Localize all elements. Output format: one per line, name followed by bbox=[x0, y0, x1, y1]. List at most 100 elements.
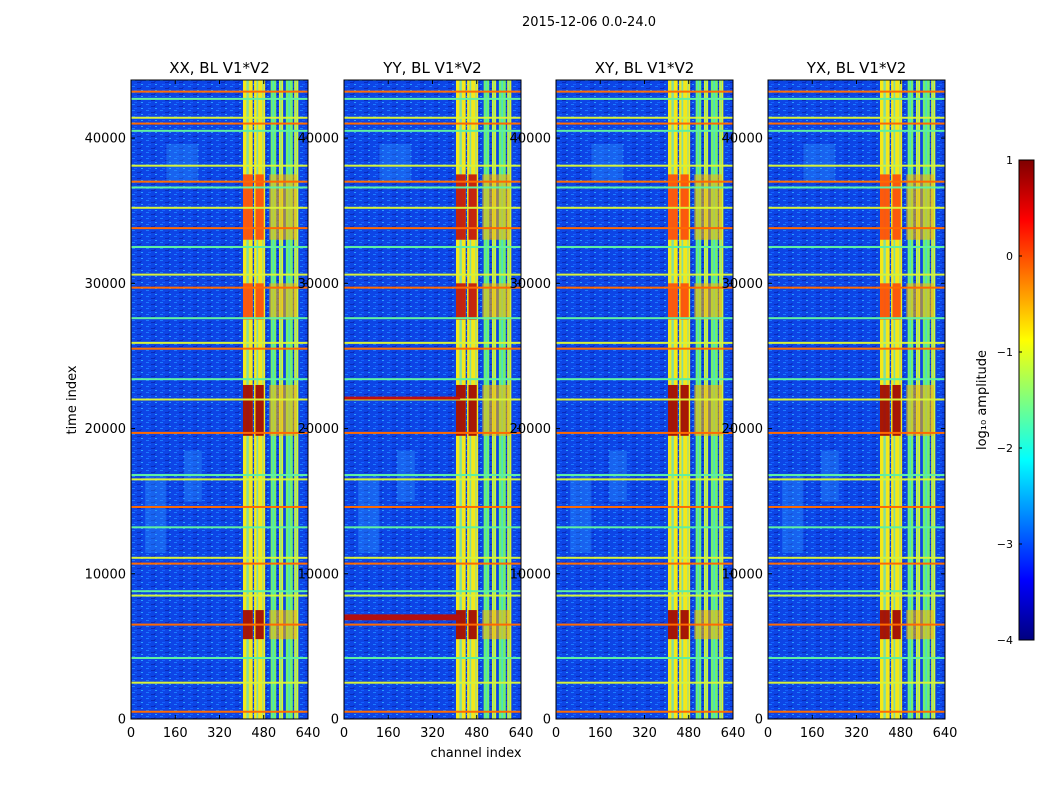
rfi-row bbox=[131, 129, 308, 132]
intensity-block bbox=[456, 384, 466, 436]
x-tick-label: 480 bbox=[888, 726, 913, 741]
rfi-row bbox=[768, 97, 945, 100]
rfi-row bbox=[556, 116, 733, 119]
heatmap-patch bbox=[821, 450, 839, 502]
rfi-row bbox=[556, 474, 733, 477]
rfi-row bbox=[556, 505, 733, 508]
y-tick-label: 10000 bbox=[298, 567, 339, 582]
rfi-row bbox=[768, 122, 945, 125]
rfi-row bbox=[131, 657, 308, 660]
intensity-block bbox=[668, 283, 678, 320]
rfi-row bbox=[556, 180, 733, 183]
rfi-row bbox=[768, 562, 945, 565]
x-tick-label: 320 bbox=[844, 726, 869, 741]
colorbar-tick-label: −2 bbox=[997, 442, 1013, 455]
rfi-row bbox=[768, 657, 945, 660]
rfi-row bbox=[344, 474, 521, 477]
rfi-row bbox=[344, 317, 521, 320]
rfi-row bbox=[131, 347, 308, 350]
rfi-row bbox=[131, 710, 308, 713]
colorbar-label: log₁₀ amplitude bbox=[975, 350, 990, 450]
rfi-row bbox=[768, 398, 945, 401]
rfi-row bbox=[768, 90, 945, 93]
rfi-row bbox=[344, 590, 521, 593]
rfi-row bbox=[768, 505, 945, 508]
rfi-row bbox=[556, 186, 733, 189]
rfi-row bbox=[131, 186, 308, 189]
figure-suptitle: 2015-12-06 0.0-24.0 bbox=[522, 15, 656, 30]
intensity-block bbox=[255, 384, 264, 436]
rfi-row bbox=[556, 206, 733, 209]
rfi-row bbox=[344, 478, 521, 481]
rfi-row bbox=[131, 505, 308, 508]
rfi-row bbox=[131, 90, 308, 93]
intensity-block bbox=[456, 283, 466, 320]
rfi-row bbox=[556, 431, 733, 434]
rfi-row bbox=[131, 478, 308, 481]
rfi-row bbox=[768, 180, 945, 183]
rfi-row bbox=[556, 590, 733, 593]
rfi-row bbox=[768, 129, 945, 132]
rfi-row bbox=[131, 378, 308, 381]
x-tick-label: 0 bbox=[764, 726, 772, 741]
y-tick-label: 20000 bbox=[298, 422, 339, 437]
rfi-row bbox=[344, 116, 521, 119]
rfi-row bbox=[344, 90, 521, 93]
y-tick-label: 0 bbox=[543, 713, 551, 728]
rfi-row bbox=[131, 286, 308, 289]
rfi-row bbox=[344, 562, 521, 565]
rfi-row bbox=[768, 227, 945, 230]
rfi-row bbox=[131, 317, 308, 320]
rfi-row bbox=[768, 378, 945, 381]
colorbar-gradient bbox=[1018, 159, 1035, 641]
y-tick-label: 30000 bbox=[722, 277, 763, 292]
rfi-row bbox=[556, 97, 733, 100]
y-tick-label: 10000 bbox=[722, 567, 763, 582]
rfi-row bbox=[768, 341, 945, 344]
rfi-row bbox=[131, 206, 308, 209]
rfi-row bbox=[344, 710, 521, 713]
rfi-row bbox=[344, 97, 521, 100]
rfi-row bbox=[768, 681, 945, 684]
rfi-row bbox=[344, 180, 521, 183]
x-tick-label: 320 bbox=[420, 726, 445, 741]
rfi-row bbox=[556, 710, 733, 713]
intensity-block bbox=[680, 384, 689, 436]
rfi-row bbox=[344, 378, 521, 381]
y-tick-label: 10000 bbox=[510, 567, 551, 582]
rfi-row bbox=[344, 594, 521, 597]
x-tick-label: 640 bbox=[933, 726, 958, 741]
x-tick-label: 0 bbox=[552, 726, 560, 741]
rfi-row bbox=[131, 431, 308, 434]
rfi-row bbox=[556, 623, 733, 626]
rfi-row bbox=[556, 273, 733, 276]
rfi-row bbox=[131, 526, 308, 529]
rfi-row bbox=[344, 129, 521, 132]
rfi-row bbox=[556, 526, 733, 529]
rfi-row bbox=[768, 206, 945, 209]
rfi-row bbox=[344, 681, 521, 684]
intensity-block bbox=[892, 384, 901, 436]
y-tick-label: 0 bbox=[331, 713, 339, 728]
rfi-row bbox=[768, 710, 945, 713]
rfi-row bbox=[344, 431, 521, 434]
rfi-row bbox=[131, 562, 308, 565]
rfi-row bbox=[131, 594, 308, 597]
rfi-row bbox=[768, 116, 945, 119]
colorbar-tick-label: −3 bbox=[997, 538, 1013, 551]
heatmap-patch bbox=[379, 143, 412, 183]
rfi-row bbox=[768, 246, 945, 249]
rfi-row bbox=[344, 122, 521, 125]
rfi-streak bbox=[344, 614, 461, 621]
x-tick-label: 480 bbox=[676, 726, 701, 741]
colorbar: 1 0 −1 −2 −3 −4 bbox=[997, 154, 1035, 647]
rfi-row bbox=[131, 556, 308, 559]
rfi-row bbox=[556, 562, 733, 565]
rfi-row bbox=[768, 273, 945, 276]
rfi-row bbox=[131, 122, 308, 125]
x-tick-label: 640 bbox=[509, 726, 534, 741]
rfi-row bbox=[768, 186, 945, 189]
rfi-row bbox=[344, 657, 521, 660]
rfi-row bbox=[556, 594, 733, 597]
intensity-block bbox=[243, 384, 253, 436]
